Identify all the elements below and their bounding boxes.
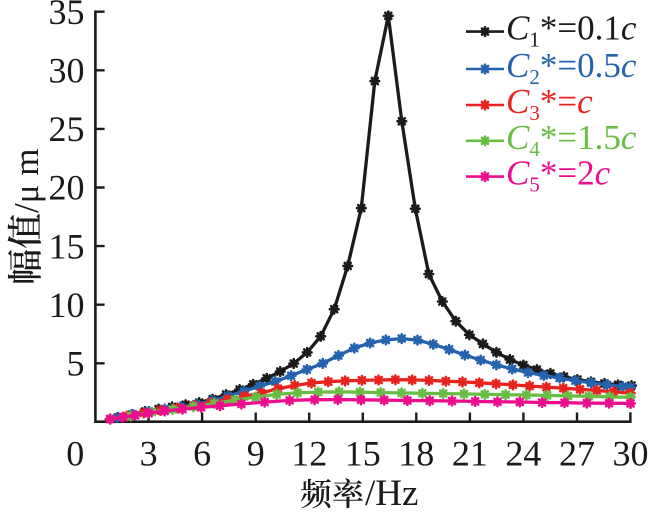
svg-text:35: 35	[49, 0, 85, 32]
svg-text:15: 15	[49, 226, 85, 266]
svg-text:27: 27	[559, 434, 595, 474]
svg-text:21: 21	[452, 434, 488, 474]
svg-text:C1*=0.1c: C1*=0.1c	[506, 9, 637, 52]
svg-text:30: 30	[613, 434, 649, 474]
svg-text:20: 20	[49, 168, 85, 208]
svg-text:30: 30	[49, 51, 85, 91]
svg-text:0: 0	[66, 434, 84, 474]
svg-text:5: 5	[67, 344, 85, 384]
svg-text:C3*=c: C3*=c	[506, 82, 593, 125]
svg-text:C2*=0.5c: C2*=0.5c	[506, 46, 637, 89]
svg-text:C4*=1.5c: C4*=1.5c	[506, 118, 637, 161]
svg-text:9: 9	[247, 434, 265, 474]
svg-text:12: 12	[291, 434, 327, 474]
svg-text:/μ m: /μ m	[7, 149, 46, 213]
svg-text:25: 25	[49, 109, 85, 149]
svg-text:10: 10	[49, 285, 85, 325]
svg-text:18: 18	[398, 434, 434, 474]
svg-text:15: 15	[345, 434, 381, 474]
svg-text:C5*=2c: C5*=2c	[506, 154, 611, 197]
svg-text:24: 24	[505, 434, 541, 474]
svg-text:6: 6	[193, 434, 211, 474]
svg-text:/Hz: /Hz	[365, 473, 418, 514]
svg-text:3: 3	[140, 434, 158, 474]
